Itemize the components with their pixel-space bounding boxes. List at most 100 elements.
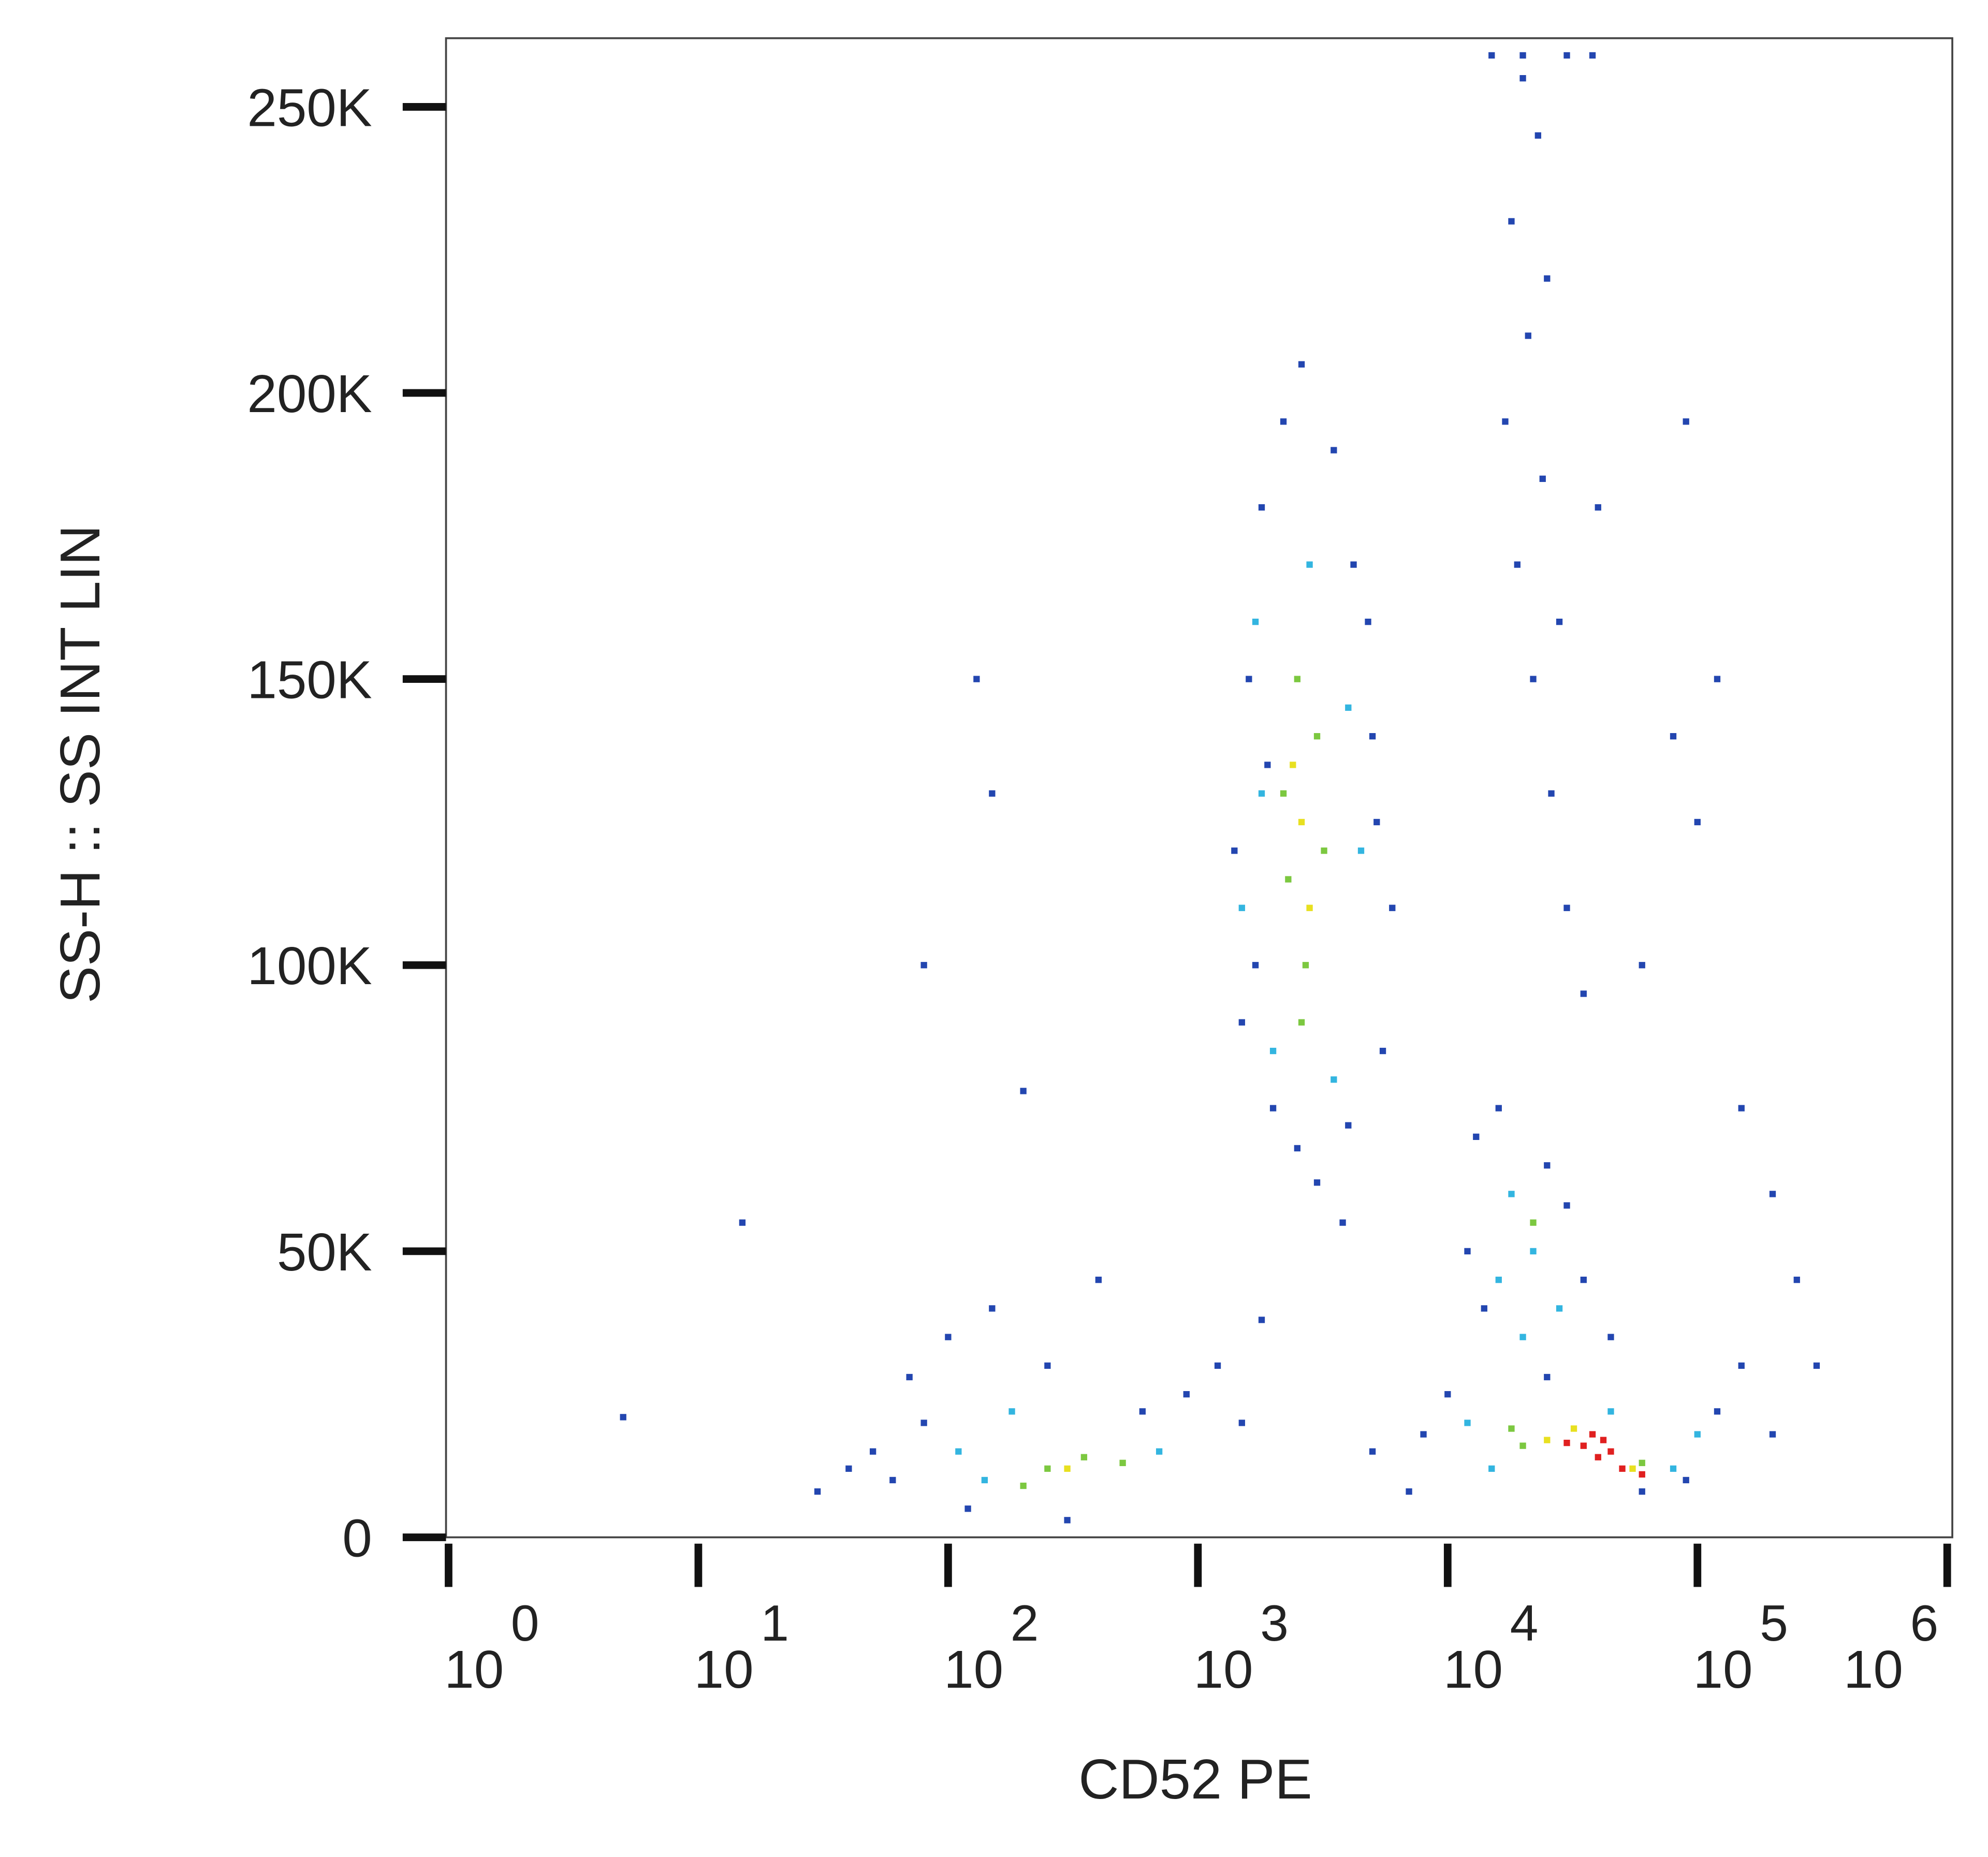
point — [1488, 52, 1495, 59]
point — [1639, 1459, 1645, 1466]
point — [889, 1476, 896, 1484]
point — [973, 676, 980, 682]
point — [1769, 1191, 1776, 1197]
point — [1683, 418, 1689, 425]
point — [1321, 847, 1327, 854]
point — [1080, 1454, 1088, 1460]
point — [1670, 1465, 1677, 1472]
point — [1331, 447, 1337, 454]
point — [869, 1448, 876, 1455]
y-tick-label: 250K — [247, 77, 372, 137]
point — [1580, 990, 1587, 997]
y-tick-label: 50K — [277, 1222, 372, 1282]
x-tick-exponent: 5 — [1760, 1595, 1788, 1651]
point — [1488, 1465, 1495, 1472]
x-tick-label: 10 — [1194, 1639, 1253, 1699]
point — [1313, 733, 1321, 740]
point — [1580, 1276, 1587, 1283]
point — [1246, 676, 1252, 682]
point — [989, 790, 996, 797]
point — [981, 1476, 988, 1484]
point — [1607, 1334, 1614, 1340]
point — [814, 1488, 821, 1495]
x-tick-label: 10 — [694, 1639, 754, 1699]
point — [1280, 790, 1287, 797]
point — [1595, 1454, 1601, 1460]
point — [1294, 676, 1300, 682]
point — [1495, 1276, 1502, 1283]
point — [1020, 1088, 1027, 1094]
point — [1306, 904, 1313, 911]
point — [1331, 1076, 1337, 1083]
point — [1339, 1219, 1346, 1226]
point — [1064, 1465, 1071, 1472]
y-tick-label: 100K — [247, 935, 372, 996]
point — [1269, 1105, 1277, 1112]
point — [1714, 676, 1721, 682]
point — [1495, 1105, 1502, 1112]
point — [1258, 504, 1265, 511]
point — [1738, 1105, 1745, 1112]
point — [1607, 1408, 1614, 1415]
point — [1238, 904, 1245, 911]
point — [1580, 1442, 1587, 1449]
point — [1298, 361, 1305, 368]
x-tick-exponent: 0 — [511, 1595, 539, 1651]
point — [920, 1420, 927, 1426]
point — [1406, 1488, 1412, 1495]
point — [1519, 75, 1526, 82]
point — [1600, 1437, 1607, 1443]
point — [1306, 561, 1313, 568]
point — [1420, 1431, 1427, 1438]
point — [1530, 1248, 1537, 1255]
point — [1544, 1437, 1551, 1443]
point — [989, 1305, 996, 1312]
point — [945, 1334, 952, 1340]
point — [1639, 1488, 1645, 1495]
x-tick-label: 10 — [944, 1639, 1003, 1699]
point — [1298, 1019, 1305, 1026]
point — [1508, 1425, 1515, 1432]
point — [1369, 1448, 1376, 1455]
y-axis-title: SS-H :: SS INT LIN — [49, 525, 111, 1003]
point — [1285, 876, 1292, 883]
point — [1514, 561, 1521, 568]
point — [1556, 618, 1563, 625]
point — [1525, 332, 1531, 339]
point — [1563, 904, 1570, 911]
point — [1508, 1191, 1515, 1197]
x-tick-label: 10 — [1693, 1639, 1753, 1699]
x-tick-exponent: 4 — [1510, 1595, 1539, 1651]
point — [1389, 904, 1396, 911]
point — [1738, 1362, 1745, 1369]
x-tick-label: 10 — [1443, 1639, 1503, 1699]
point — [1639, 962, 1645, 969]
point — [1008, 1408, 1015, 1415]
point — [1519, 1442, 1526, 1449]
point — [1639, 1471, 1645, 1478]
point — [1238, 1019, 1245, 1026]
point — [1519, 52, 1526, 59]
point — [1530, 676, 1537, 682]
point — [964, 1505, 971, 1512]
x-tick-exponent: 6 — [1910, 1595, 1939, 1651]
point — [955, 1448, 962, 1455]
point — [1793, 1276, 1800, 1283]
point — [1556, 1305, 1563, 1312]
x-tick-label: 10 — [1844, 1639, 1903, 1699]
point — [1290, 762, 1296, 768]
point — [1502, 418, 1509, 425]
point — [1544, 1373, 1551, 1381]
point — [1508, 218, 1515, 225]
point — [1694, 818, 1701, 826]
point — [1231, 847, 1238, 854]
point — [1570, 1425, 1577, 1432]
y-tick-label: 150K — [247, 650, 372, 710]
point — [1548, 790, 1555, 797]
x-axis-title: CD52 PE — [1078, 1748, 1312, 1810]
point — [620, 1414, 626, 1421]
point — [1769, 1431, 1776, 1438]
point — [1280, 418, 1287, 425]
point — [739, 1219, 746, 1226]
